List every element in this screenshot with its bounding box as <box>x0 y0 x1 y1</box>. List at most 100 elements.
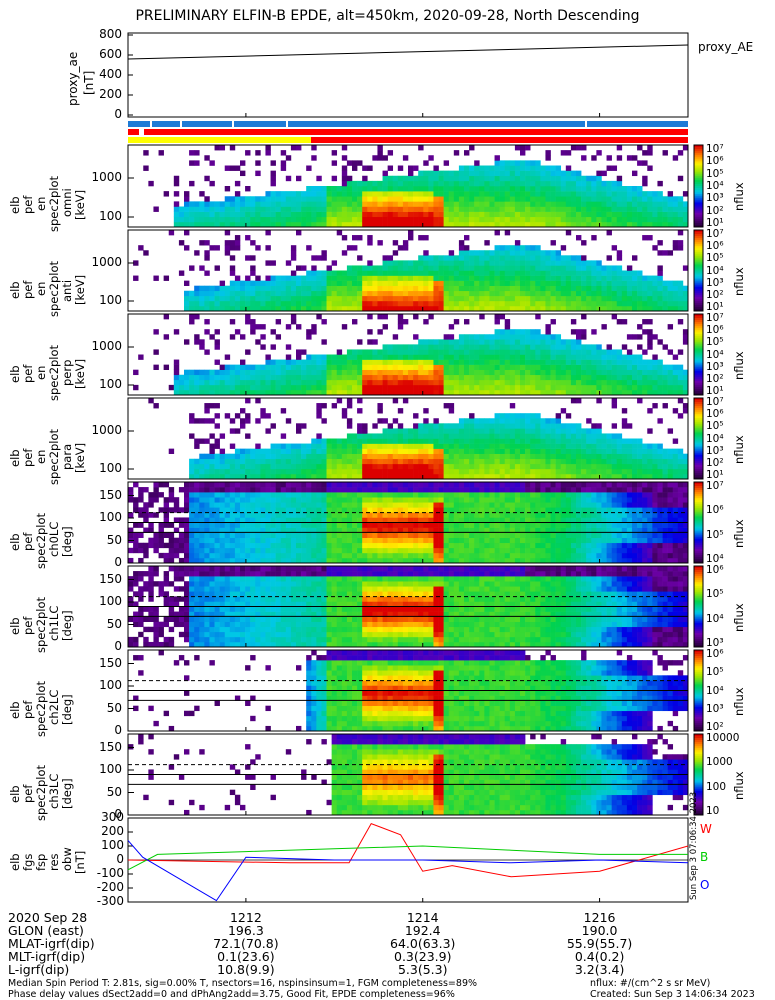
heatmap-cell <box>596 211 602 218</box>
heatmap-cell <box>352 532 358 538</box>
heatmap-cell <box>474 211 480 218</box>
heatmap-cell <box>372 557 378 564</box>
heatmap-cell <box>336 537 343 544</box>
heatmap-cell <box>382 359 388 365</box>
heatmap-cell <box>250 290 256 297</box>
heatmap-cell <box>672 458 679 465</box>
heatmap-cell <box>530 339 536 345</box>
heatmap-cell <box>469 285 475 292</box>
heatmap-cell <box>397 191 404 197</box>
heatmap-cell <box>570 206 577 212</box>
heatmap-cell <box>418 300 424 307</box>
heatmap-cell <box>296 443 302 449</box>
heatmap-cell <box>346 290 353 297</box>
heatmap-cell <box>581 359 587 365</box>
heatmap-cell <box>245 349 251 355</box>
colorbar-cell <box>694 198 703 201</box>
heatmap-cell <box>321 473 327 480</box>
heatmap-cell <box>626 216 633 223</box>
heatmap-cell <box>184 216 190 223</box>
heatmap-cell <box>514 211 521 218</box>
heatmap-cell <box>173 537 180 544</box>
heatmap-cell <box>418 453 424 460</box>
heatmap-cell <box>611 191 618 197</box>
heatmap-cell <box>514 374 521 381</box>
heatmap-cell <box>357 532 363 538</box>
heatmap-cell <box>265 354 271 360</box>
heatmap-cell <box>331 379 338 386</box>
heatmap-cell <box>448 379 455 386</box>
heatmap-cell <box>189 522 195 528</box>
heatmap-cell <box>321 379 327 386</box>
heatmap-cell <box>219 468 226 475</box>
heatmap-cell <box>285 557 292 564</box>
heatmap-cell <box>606 443 612 449</box>
heatmap-cell <box>377 180 383 187</box>
heatmap-cell <box>662 448 668 454</box>
heatmap-cell <box>265 547 271 554</box>
heatmap-cell <box>647 196 653 202</box>
heatmap-cell <box>418 384 424 391</box>
heatmap-cell <box>596 150 602 156</box>
heatmap-cell <box>285 507 292 513</box>
heatmap-cell <box>352 305 358 312</box>
heatmap-cell <box>402 300 409 307</box>
heatmap-cell <box>677 448 684 454</box>
heatmap-cell <box>616 295 623 302</box>
heatmap-cell <box>647 206 653 212</box>
heatmap-cell <box>204 384 210 391</box>
heatmap-cell <box>336 448 343 454</box>
heatmap-cell <box>321 438 327 444</box>
heatmap-cell <box>148 537 154 544</box>
heatmap-cell <box>504 339 511 345</box>
heatmap-cell <box>240 537 246 544</box>
heatmap-cell <box>296 463 302 470</box>
heatmap-cell <box>499 285 506 292</box>
heatmap-cell <box>611 295 618 302</box>
heatmap-cell <box>402 196 409 202</box>
heatmap-cell <box>372 211 378 218</box>
spectrogram-panel-2 <box>133 314 689 396</box>
heatmap-cell <box>626 354 633 360</box>
status-bar-gap <box>585 121 587 127</box>
heatmap-cell <box>260 295 266 302</box>
heatmap-cell <box>591 155 597 161</box>
heatmap-cell <box>621 379 628 386</box>
heatmap-cell <box>392 443 399 449</box>
heatmap-cell <box>352 206 358 212</box>
heatmap-cell <box>306 557 312 564</box>
heatmap-cell <box>250 473 256 480</box>
heatmap-cell <box>352 265 358 271</box>
heatmap-cell <box>336 542 343 549</box>
heatmap-cell <box>667 369 674 376</box>
heatmap-cell <box>189 150 195 156</box>
heatmap-cell <box>275 221 282 228</box>
heatmap-cell <box>423 206 429 212</box>
heatmap-cell <box>458 255 465 261</box>
heatmap-cell <box>265 280 271 286</box>
heatmap-cell <box>647 216 653 223</box>
heatmap-cell <box>428 364 434 370</box>
heatmap-cell <box>234 492 241 498</box>
heatmap-cell <box>453 339 460 345</box>
heatmap-cell <box>499 473 506 480</box>
heatmap-cell <box>265 482 271 488</box>
heatmap-cell <box>672 374 679 381</box>
heatmap-cell <box>408 170 414 177</box>
heatmap-cell <box>209 542 215 549</box>
colorbar-cell <box>694 234 703 237</box>
heatmap-cell <box>581 255 587 261</box>
heatmap-cell <box>336 497 343 503</box>
heatmap-cell <box>570 265 577 271</box>
heatmap-cell <box>504 448 511 454</box>
heatmap-cell <box>270 329 276 335</box>
heatmap-cell <box>163 512 170 518</box>
heatmap-cell <box>616 458 623 465</box>
heatmap-cell <box>229 245 236 251</box>
heatmap-cell <box>555 186 562 192</box>
heatmap-cell <box>402 379 409 386</box>
heatmap-cell <box>647 369 653 376</box>
heatmap-cell <box>514 186 521 192</box>
heatmap-cell <box>520 201 526 207</box>
heatmap-cell <box>387 423 394 429</box>
